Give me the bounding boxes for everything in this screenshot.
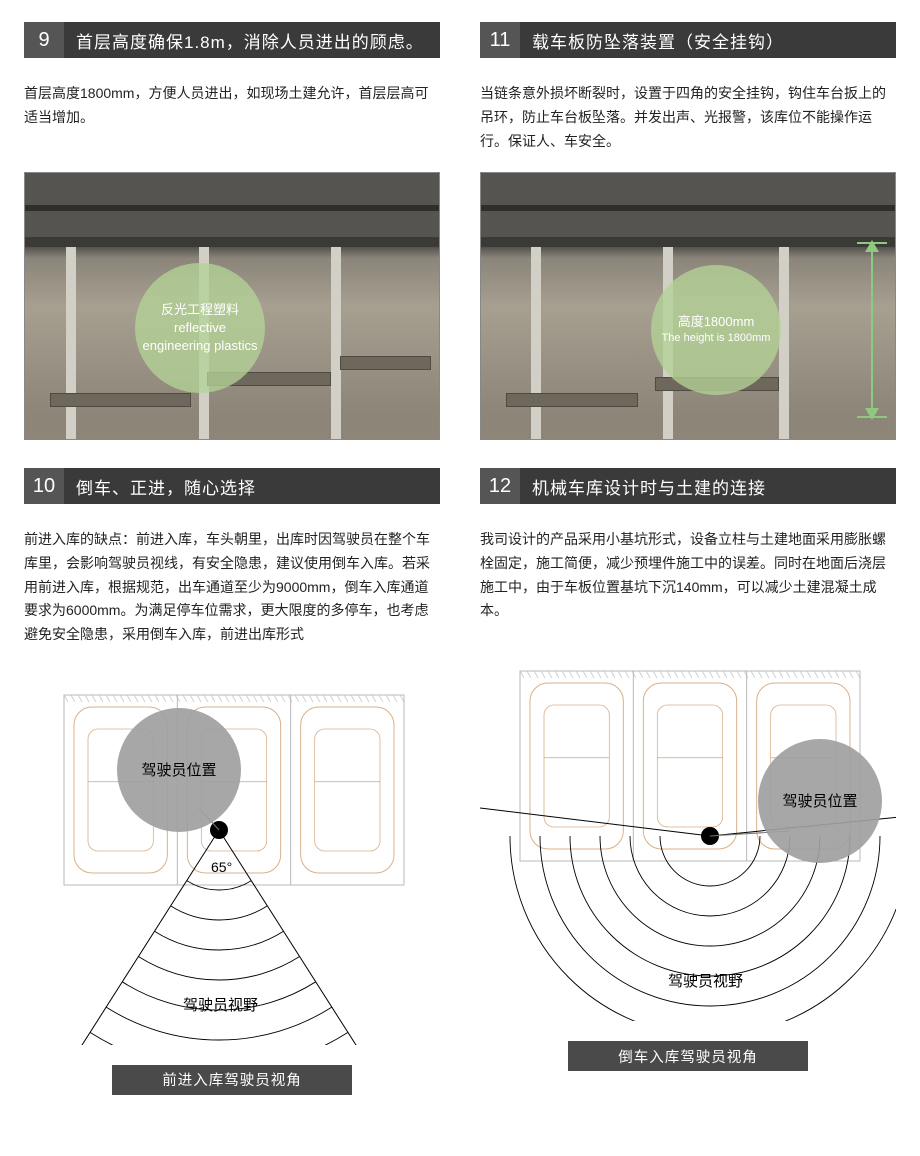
section-body: 前进入库的缺点：前进入库，车头朝里，出库时因驾驶员在整个车库里，会影响驾驶员视线… bbox=[24, 528, 440, 647]
section-title: 首层高度确保1.8m，消除人员进出的顾虑。 bbox=[64, 22, 440, 58]
svg-text:驾驶员位置: 驾驶员位置 bbox=[782, 793, 857, 810]
section-number: 11 bbox=[480, 22, 520, 58]
section-title: 载车板防坠落装置（安全挂钩） bbox=[520, 22, 896, 58]
badge-line: 反光工程塑料 bbox=[161, 301, 239, 319]
fov-diagram-reverse: 驾驶员视野 驾驶员位置 bbox=[480, 641, 896, 1021]
section-header: 11 载车板防坠落装置（安全挂钩） bbox=[480, 22, 896, 58]
section-10: 10 倒车、正进，随心选择 前进入库的缺点：前进入库，车头朝里，出库时因驾驶员在… bbox=[24, 468, 440, 1095]
height-arrow-icon bbox=[871, 242, 873, 418]
svg-text:驾驶员视野: 驾驶员视野 bbox=[668, 973, 743, 990]
section-body: 我司设计的产品采用小基坑形式，设备立柱与土建地面采用膨胀螺栓固定，施工简便，减少… bbox=[480, 528, 896, 623]
svg-text:驾驶员位置: 驾驶员位置 bbox=[141, 762, 216, 779]
diagram-caption: 倒车入库驾驶员视角 bbox=[568, 1041, 808, 1071]
section-title: 机械车库设计时与土建的连接 bbox=[520, 468, 896, 504]
fov-diagram-forward: 65° 驾驶员视野 驾驶员位置 bbox=[24, 665, 440, 1045]
section-number: 12 bbox=[480, 468, 520, 504]
section-photo: 高度1800mm The height is 1800mm bbox=[480, 172, 896, 440]
svg-text:驾驶员视野: 驾驶员视野 bbox=[183, 997, 258, 1014]
section-number: 9 bbox=[24, 22, 64, 58]
photo-badge: 反光工程塑料 reflective engineering plastics bbox=[135, 263, 265, 393]
section-12: 12 机械车库设计时与土建的连接 我司设计的产品采用小基坑形式，设备立柱与土建地… bbox=[480, 468, 896, 1095]
badge-line: The height is 1800mm bbox=[662, 331, 771, 346]
diagram-caption: 前进入库驾驶员视角 bbox=[112, 1065, 352, 1095]
badge-line: 高度1800mm bbox=[678, 313, 755, 331]
section-9: 9 首层高度确保1.8m，消除人员进出的顾虑。 首层高度1800mm，方便人员进… bbox=[24, 22, 440, 440]
section-number: 10 bbox=[24, 468, 64, 504]
section-body: 当链条意外损坏断裂时，设置于四角的安全挂钩，钩住车台扳上的吊环，防止车台板坠落。… bbox=[480, 82, 896, 154]
section-11: 11 载车板防坠落装置（安全挂钩） 当链条意外损坏断裂时，设置于四角的安全挂钩，… bbox=[480, 22, 896, 440]
section-body: 首层高度1800mm，方便人员进出，如现场土建允许，首层层高可适当增加。 bbox=[24, 82, 440, 154]
badge-line: reflective bbox=[174, 319, 226, 337]
badge-line: engineering plastics bbox=[143, 337, 258, 355]
section-title: 倒车、正进，随心选择 bbox=[64, 468, 440, 504]
section-header: 10 倒车、正进，随心选择 bbox=[24, 468, 440, 504]
section-photo: 反光工程塑料 reflective engineering plastics bbox=[24, 172, 440, 440]
svg-text:65°: 65° bbox=[211, 859, 232, 875]
section-header: 12 机械车库设计时与土建的连接 bbox=[480, 468, 896, 504]
photo-badge: 高度1800mm The height is 1800mm bbox=[651, 265, 781, 395]
section-header: 9 首层高度确保1.8m，消除人员进出的顾虑。 bbox=[24, 22, 440, 58]
